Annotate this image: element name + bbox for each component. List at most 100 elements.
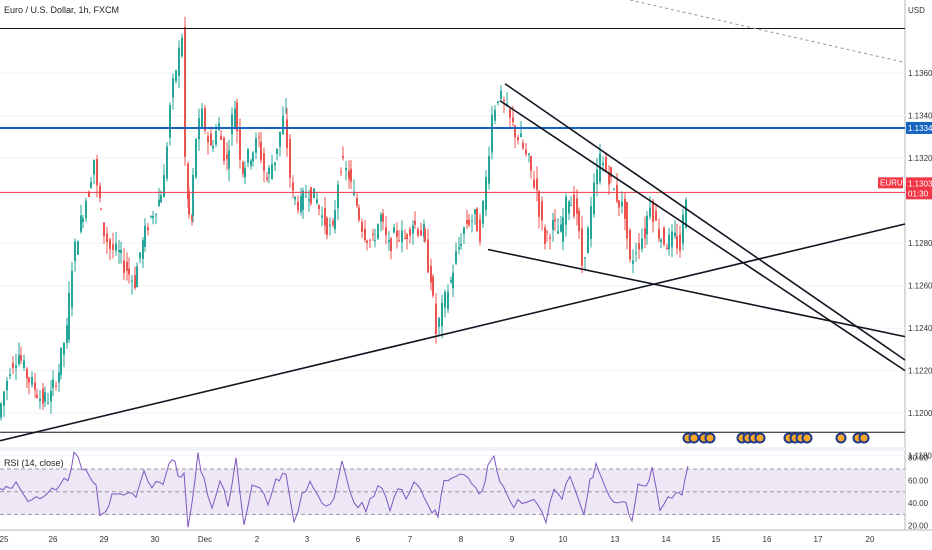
time-tick-label: 2 <box>255 535 260 544</box>
candle-body <box>549 236 551 239</box>
candle-body <box>414 220 416 225</box>
candle-body <box>134 275 136 288</box>
candle-body <box>316 199 318 204</box>
candle-body <box>393 226 395 233</box>
candle-body <box>285 109 287 111</box>
candle-body <box>497 101 499 103</box>
candle-body <box>424 229 426 242</box>
candle-body <box>587 227 589 254</box>
candle-body <box>458 247 460 250</box>
candle-body <box>441 302 443 327</box>
candle-body <box>142 240 144 259</box>
candle-body <box>324 207 326 226</box>
candle-body <box>409 229 411 236</box>
time-tick-label: 30 <box>151 535 160 544</box>
candle-body <box>31 377 33 385</box>
candle-body <box>679 234 681 251</box>
candle-body <box>28 377 30 383</box>
candle-body <box>300 195 302 213</box>
candle-body <box>318 205 320 210</box>
time-tick-label: 6 <box>356 535 361 544</box>
candle-body <box>204 108 206 131</box>
candle-body <box>334 210 336 230</box>
candle-body <box>106 233 108 243</box>
candle-body <box>593 182 595 215</box>
candle-body <box>674 232 676 237</box>
economic-event-icons[interactable] <box>682 432 870 444</box>
candle-body <box>682 214 684 244</box>
candle-body <box>115 243 117 251</box>
currency-label[interactable]: USD <box>908 6 925 15</box>
rsi-label[interactable]: RSI (14, close) <box>4 458 64 468</box>
candle-body <box>313 188 315 198</box>
candle-body <box>610 167 612 178</box>
candle-body <box>602 162 604 165</box>
time-tick-label: 9 <box>510 535 515 544</box>
candle-body <box>438 318 440 327</box>
candle-body <box>417 229 419 236</box>
candle-body <box>103 222 105 237</box>
candle-body <box>676 236 678 249</box>
trendline <box>504 83 906 361</box>
candle-body <box>187 163 189 199</box>
candle-body <box>430 265 432 283</box>
candle-body <box>136 266 138 288</box>
trendline <box>0 223 906 442</box>
price-tick-label: 1.12200 <box>908 367 932 376</box>
candle-body <box>3 391 5 406</box>
candle-body <box>223 137 225 162</box>
candle-body <box>514 125 516 138</box>
time-axis[interactable]: 25 26 29 30 Dec 2 3 6 7 8 9 10 13 14 15 16 17 20 <box>0 535 875 544</box>
candle-body <box>435 303 437 335</box>
economic-event-icon[interactable] <box>801 432 813 444</box>
candle-body <box>255 138 257 153</box>
candle-body <box>239 127 241 160</box>
time-tick-label: 17 <box>814 535 823 544</box>
symbol-title[interactable]: Euro / U.S. Dollar, 1h, FXCM <box>4 5 119 15</box>
candle-body <box>660 239 662 242</box>
candle-body <box>120 249 122 253</box>
candle-body <box>63 343 65 355</box>
economic-event-icon[interactable] <box>688 432 700 444</box>
candle-body <box>641 238 643 249</box>
candle-body <box>538 191 540 217</box>
economic-event-icon[interactable] <box>704 432 716 444</box>
candle-body <box>632 260 634 265</box>
candle-body <box>364 228 366 241</box>
price-tick-label: 1.11800 <box>908 452 932 461</box>
candle-body <box>450 280 452 282</box>
candle-body <box>218 123 220 130</box>
candle-body <box>369 239 371 241</box>
candle-body <box>377 224 379 239</box>
economic-event-icon[interactable] <box>835 432 847 444</box>
candle-body <box>236 102 238 132</box>
candle-body <box>292 182 294 191</box>
economic-event-icon[interactable] <box>754 432 766 444</box>
grid-lines <box>0 0 932 531</box>
candle-body <box>258 136 260 138</box>
candle-body <box>452 272 454 289</box>
candle-body <box>152 216 154 218</box>
candle-body <box>658 228 660 239</box>
candle-body <box>406 234 408 239</box>
symbol-badge <box>878 177 903 189</box>
candle-body <box>9 374 11 377</box>
candle-body <box>396 230 398 237</box>
candle-body <box>15 365 17 368</box>
price-axis[interactable]: 1.11800 1.13600 1.13400 1.13200 1.12800 1.126… <box>908 69 932 461</box>
candle-body <box>380 214 382 222</box>
economic-event-icon[interactable] <box>858 432 870 444</box>
candle-body <box>250 160 252 166</box>
candle-body <box>0 403 2 418</box>
candle-body <box>522 142 524 149</box>
candle-body <box>444 291 446 308</box>
candle-body <box>353 191 355 196</box>
trendlines <box>0 0 906 442</box>
candle-body <box>42 388 44 404</box>
candle-body <box>613 189 615 191</box>
time-tick-label: 25 <box>0 535 9 544</box>
dashed-trendline <box>629 0 906 63</box>
candle-body <box>20 355 22 361</box>
